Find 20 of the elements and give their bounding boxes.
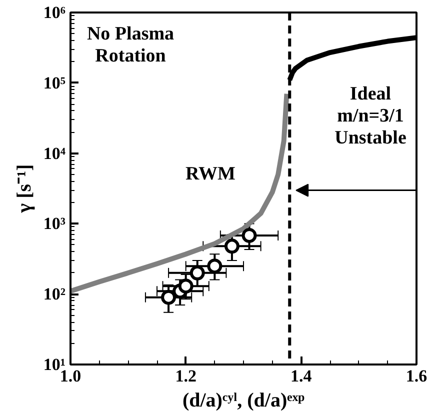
annotation: No Plasma Rotation [86,24,175,66]
x-tick-label: 1.2 [175,366,196,386]
point [178,278,194,294]
x-tick-label: 1.4 [290,366,312,386]
point [161,290,176,305]
point [207,258,222,274]
y-axis-title: γ [s⁻¹] [13,164,36,214]
y-tick-label: 10⁴ [43,144,66,163]
annotation: RWM [186,164,236,184]
x-axis-title: (d/a)ᶜʸˡ, (d/a)ᵉˣᵖ [182,390,306,412]
point [224,238,240,254]
y-tick-label: 10³ [43,214,66,234]
annotation: Ideal m/n=3/1 Unstable [334,84,406,148]
point [242,228,257,243]
x-tick-label: 1.6 [406,366,428,386]
y-tick-label: 10⁵ [43,73,66,92]
x-tick-label: 1.0 [60,366,82,386]
y-tick-label: 10⁶ [43,3,66,22]
point [190,265,205,280]
y-tick-label: 10² [43,284,66,304]
